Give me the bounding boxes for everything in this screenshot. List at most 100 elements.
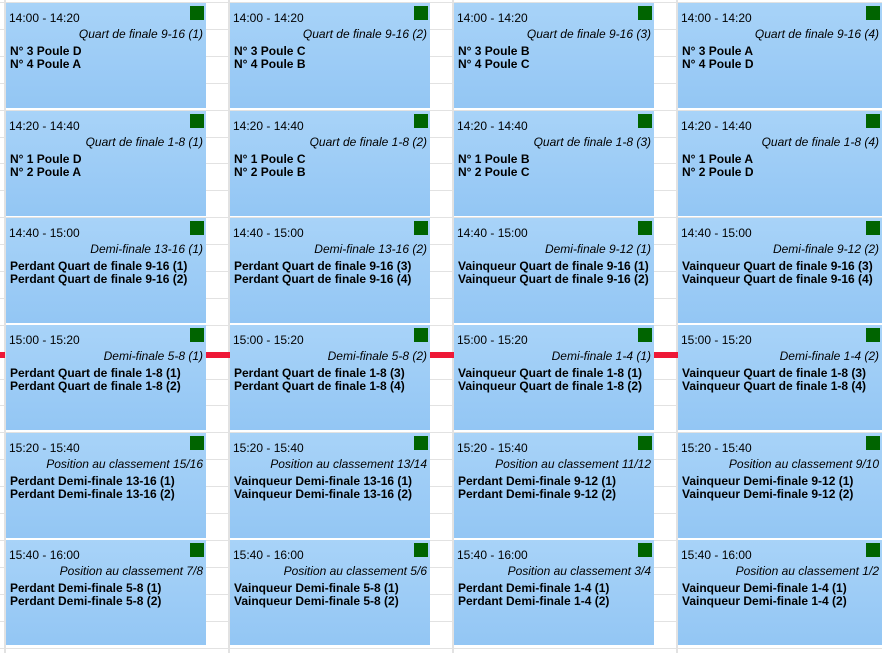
status-indicator-icon [190,543,204,557]
event-time: 14:00 - 14:20 [457,11,528,25]
match-event[interactable]: 15:20 - 15:40 Position au classement 9/1… [678,433,882,538]
match-title: Position au classement 15/16 [46,457,203,471]
team-2: Vainqueur Demi-finale 9-12 (2) [682,487,854,501]
team-1: Vainqueur Quart de finale 9-16 (1) [458,259,649,273]
event-time: 15:40 - 16:00 [9,548,80,562]
team-1: N° 3 Poule C [234,44,306,58]
team-2: N° 2 Poule B [234,165,306,179]
team-2: Vainqueur Quart de finale 9-16 (4) [682,272,873,286]
team-1: Perdant Demi-finale 5-8 (1) [10,581,162,595]
match-title: Demi-finale 9-12 (2) [772,242,879,256]
column-divider [228,0,230,653]
grid-line [0,648,882,649]
match-title: Quart de finale 1-8 (1) [85,135,203,149]
team-2: Vainqueur Demi-finale 1-4 (2) [682,594,847,608]
match-teams: Perdant Demi-finale 13-16 (1) Perdant De… [10,475,175,501]
match-event[interactable]: 15:00 - 15:20 Demi-finale 1-4 (1) Vainqu… [454,325,654,430]
grid-line [0,325,882,326]
match-event[interactable]: 14:00 - 14:20 Quart de finale 9-16 (1) N… [6,3,206,108]
grid-line [0,2,882,3]
match-event[interactable]: 15:40 - 16:00 Position au classement 7/8… [6,540,206,645]
team-2: Perdant Demi-finale 9-12 (2) [458,487,617,501]
match-title: Demi-finale 5-8 (2) [327,349,427,363]
match-teams: Vainqueur Demi-finale 13-16 (1) Vainqueu… [234,475,412,501]
match-event[interactable]: 15:20 - 15:40 Position au classement 11/… [454,433,654,538]
match-title: Demi-finale 13-16 (1) [90,242,203,256]
match-title: Demi-finale 1-4 (2) [779,349,879,363]
status-indicator-icon [414,543,428,557]
match-event[interactable]: 15:00 - 15:20 Demi-finale 5-8 (1) Perdan… [6,325,206,430]
status-indicator-icon [638,436,652,450]
match-event[interactable]: 15:40 - 16:00 Position au classement 3/4… [454,540,654,645]
status-indicator-icon [414,6,428,20]
team-2: N° 4 Poule A [10,57,82,71]
team-2: Vainqueur Quart de finale 9-16 (2) [458,272,649,286]
match-event[interactable]: 14:40 - 15:00 Demi-finale 13-16 (2) Perd… [230,218,430,323]
status-indicator-icon [866,114,880,128]
grid-line [0,163,882,164]
match-event[interactable]: 14:20 - 14:40 Quart de finale 1-8 (2) N°… [230,111,430,216]
event-time: 14:40 - 15:00 [457,226,528,240]
status-indicator-icon [414,114,428,128]
match-event[interactable]: 15:40 - 16:00 Position au classement 5/6… [230,540,430,645]
match-event[interactable]: 15:20 - 15:40 Position au classement 13/… [230,433,430,538]
match-event[interactable]: 15:20 - 15:40 Position au classement 15/… [6,433,206,538]
match-event[interactable]: 14:00 - 14:20 Quart de finale 9-16 (3) N… [454,3,654,108]
event-time: 14:00 - 14:20 [681,11,752,25]
match-event[interactable]: 14:20 - 14:40 Quart de finale 1-8 (3) N°… [454,111,654,216]
match-event[interactable]: 14:00 - 14:20 Quart de finale 9-16 (2) N… [230,3,430,108]
grid-line [0,137,882,138]
grid-line [0,540,882,541]
match-title: Position au classement 5/6 [283,564,427,578]
event-time: 15:40 - 16:00 [457,548,528,562]
status-indicator-icon [866,6,880,20]
team-1: Perdant Demi-finale 1-4 (1) [458,581,610,595]
column-divider [676,0,678,653]
match-teams: Vainqueur Quart de finale 9-16 (1) Vainq… [458,260,649,286]
team-2: Perdant Quart de finale 1-8 (2) [10,379,181,393]
event-time: 15:40 - 16:00 [233,548,304,562]
team-1: Perdant Demi-finale 13-16 (1) [10,474,175,488]
status-indicator-icon [638,543,652,557]
match-teams: N° 3 Poule D N° 4 Poule A [10,45,81,71]
match-event[interactable]: 14:20 - 14:40 Quart de finale 1-8 (1) N°… [6,111,206,216]
match-event[interactable]: 15:00 - 15:20 Demi-finale 1-4 (2) Vainqu… [678,325,882,430]
match-teams: N° 3 Poule C N° 4 Poule B [234,45,305,71]
current-time-indicator [430,352,454,358]
team-2: Perdant Demi-finale 13-16 (2) [10,487,175,501]
match-event[interactable]: 14:20 - 14:40 Quart de finale 1-8 (4) N°… [678,111,882,216]
team-1: N° 1 Poule C [234,152,306,166]
team-1: Perdant Quart de finale 9-16 (1) [10,259,188,273]
match-event[interactable]: 15:40 - 16:00 Position au classement 1/2… [678,540,882,645]
match-event[interactable]: 15:00 - 15:20 Demi-finale 5-8 (2) Perdan… [230,325,430,430]
event-time: 14:20 - 14:40 [9,119,80,133]
team-1: Vainqueur Demi-finale 1-4 (1) [682,581,847,595]
team-1: N° 3 Poule B [458,44,530,58]
event-time: 14:00 - 14:20 [233,11,304,25]
event-time: 14:40 - 15:00 [9,226,80,240]
event-time: 15:00 - 15:20 [457,333,528,347]
event-time: 15:40 - 16:00 [681,548,752,562]
match-title: Demi-finale 13-16 (2) [314,242,427,256]
match-teams: N° 1 Poule D N° 2 Poule A [10,153,81,179]
event-time: 15:00 - 15:20 [233,333,304,347]
grid-line [0,567,882,568]
match-teams: N° 3 Poule B N° 4 Poule C [458,45,529,71]
grid-line [0,244,882,245]
match-teams: N° 1 Poule C N° 2 Poule B [234,153,305,179]
match-event[interactable]: 14:40 - 15:00 Demi-finale 9-12 (1) Vainq… [454,218,654,323]
status-indicator-icon [414,328,428,342]
match-event[interactable]: 14:00 - 14:20 Quart de finale 9-16 (4) N… [678,3,882,108]
team-2: Perdant Quart de finale 9-16 (2) [10,272,188,286]
match-event[interactable]: 14:40 - 15:00 Demi-finale 13-16 (1) Perd… [6,218,206,323]
match-teams: Perdant Quart de finale 9-16 (1) Perdant… [10,260,187,286]
match-title: Quart de finale 1-8 (4) [761,135,879,149]
team-1: Vainqueur Quart de finale 1-8 (3) [682,366,867,380]
team-2: Vainqueur Demi-finale 13-16 (2) [234,487,413,501]
event-time: 14:20 - 14:40 [681,119,752,133]
event-time: 14:20 - 14:40 [233,119,304,133]
column-divider [452,0,454,653]
grid-line [0,486,882,487]
match-event[interactable]: 14:40 - 15:00 Demi-finale 9-12 (2) Vainq… [678,218,882,323]
event-time: 14:40 - 15:00 [681,226,752,240]
